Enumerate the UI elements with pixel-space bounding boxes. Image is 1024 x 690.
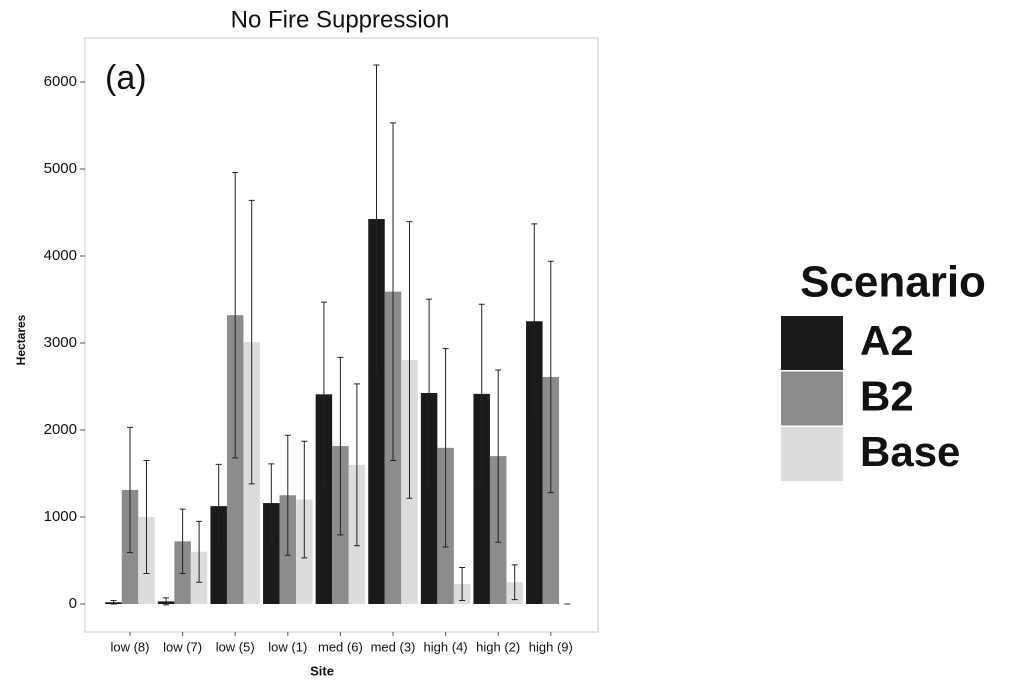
- error-bar: [127, 426, 133, 554]
- error-bar: [478, 303, 485, 484]
- bar: [226, 315, 244, 604]
- error-bar: [531, 223, 538, 420]
- error-bar: [320, 301, 327, 488]
- y-tick-label: 6000: [44, 73, 77, 90]
- x-tick-label: med (3): [371, 639, 416, 654]
- error-bar: [353, 383, 360, 547]
- legend-swatch: [781, 316, 843, 370]
- legend-swatch: [781, 371, 843, 426]
- error-bar: [284, 434, 291, 556]
- bar: [210, 506, 227, 604]
- error-bar: [426, 298, 433, 488]
- bar: [526, 321, 543, 604]
- plot-frame: [84, 37, 599, 633]
- x-tick-label: low (1): [268, 639, 307, 654]
- legend-label: A2: [860, 317, 914, 364]
- bar: [263, 503, 280, 604]
- legend-label: B2: [860, 373, 914, 420]
- x-tick-label: low (8): [110, 639, 149, 654]
- bar: [420, 393, 438, 604]
- error-bar: [511, 564, 518, 601]
- x-tick-label: high (9): [529, 639, 573, 654]
- error-bar: [442, 348, 449, 548]
- error-bar: [337, 356, 344, 536]
- legend-title: Scenario: [800, 258, 986, 307]
- y-tick-label: 4000: [44, 247, 77, 264]
- error-bar: [179, 508, 186, 575]
- chart-title: No Fire Suppression: [231, 6, 450, 33]
- error-bar: [196, 520, 203, 583]
- y-tick-label: 5000: [44, 160, 77, 177]
- x-tick-label: low (7): [163, 639, 202, 654]
- x-tick-label: med (6): [318, 639, 363, 654]
- error-bar: [268, 463, 275, 543]
- error-bar: [215, 463, 222, 549]
- error-bar: [547, 260, 554, 494]
- x-axis-label: Site: [310, 663, 334, 678]
- error-bar: [459, 566, 466, 602]
- legend-label: Base: [860, 428, 960, 475]
- bar: [368, 219, 385, 604]
- y-tick-label: 0: [69, 595, 77, 612]
- y-axis-label: Hectares: [14, 314, 28, 365]
- error-bar: [143, 459, 150, 575]
- x-tick-label: high (2): [476, 639, 520, 654]
- panel-label: (a): [105, 59, 147, 97]
- error-bar: [301, 440, 308, 559]
- y-tick-label: 1000: [44, 508, 77, 525]
- x-tick-label: low (5): [216, 639, 255, 654]
- bar: [315, 394, 333, 604]
- error-bar: [406, 221, 413, 499]
- error-bar: [373, 64, 380, 374]
- y-tick-label: 3000: [44, 334, 77, 351]
- error-bar: [390, 122, 396, 461]
- x-tick-label: high (4): [424, 639, 468, 654]
- error-bar: [495, 369, 502, 543]
- bar: [473, 393, 490, 604]
- error-bar: [232, 171, 239, 459]
- error-bar: [163, 597, 170, 606]
- error-bar: [110, 600, 117, 605]
- y-tick-label: 2000: [44, 421, 77, 438]
- error-bar: [248, 199, 255, 485]
- legend-swatch: [781, 427, 843, 481]
